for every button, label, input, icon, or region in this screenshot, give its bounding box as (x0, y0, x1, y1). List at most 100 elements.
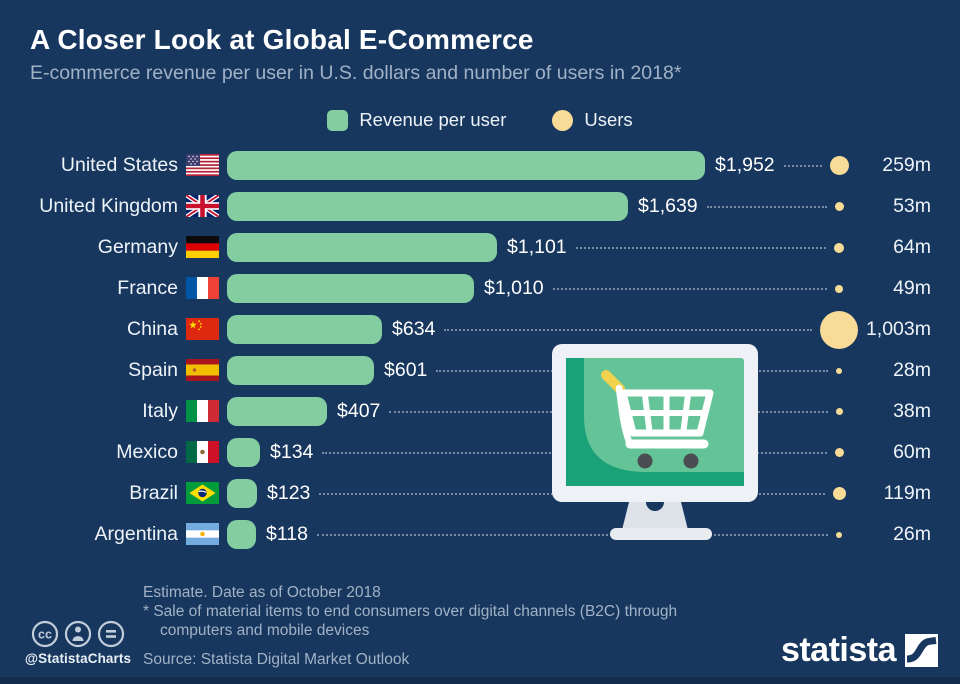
revenue-bar (227, 356, 374, 385)
revenue-value-label: $634 (392, 318, 436, 340)
source-note: Source: Statista Digital Market Outlook (143, 651, 410, 668)
footnote-line2: computers and mobile devices (160, 622, 370, 639)
users-value-label: 38m (893, 400, 931, 422)
revenue-bar (227, 233, 497, 262)
flag-gb-icon (186, 195, 219, 217)
users-value-label: 259m (882, 154, 931, 176)
leader-dots (553, 288, 827, 290)
leader-dots (317, 534, 828, 536)
country-label: France (117, 277, 178, 299)
country-label: Brazil (129, 482, 178, 504)
users-bubble (836, 367, 842, 374)
page-subtitle: E-commerce revenue per user in U.S. doll… (30, 62, 682, 84)
revenue-value-label: $123 (267, 482, 311, 504)
chart-rows: United States $1,952 259m United Kingdom $1,… (0, 145, 960, 557)
revenue-bar (227, 274, 474, 303)
chart-row: Germany $1,101 64m (0, 227, 960, 268)
users-bubble (820, 310, 858, 349)
country-label: Italy (142, 400, 178, 422)
chart-row: United States $1,952 259m (0, 145, 960, 186)
footnote-line1: * Sale of material items to end consumer… (143, 603, 678, 620)
users-value-label: 53m (893, 195, 931, 217)
chart-row: France $1,010 49m (0, 268, 960, 309)
revenue-bar (227, 151, 705, 180)
revenue-value-label: $1,010 (484, 277, 544, 299)
ecommerce-monitor-illustration (550, 342, 760, 542)
country-label: Spain (128, 359, 178, 381)
users-bubble (829, 156, 849, 175)
revenue-bar (227, 520, 256, 549)
country-label: United States (60, 154, 178, 176)
revenue-bar (227, 397, 327, 426)
revenue-value-label: $1,101 (507, 236, 567, 258)
users-bubble (834, 448, 844, 457)
statista-wordmark: statista (780, 631, 897, 669)
revenue-value-label: $1,639 (638, 195, 698, 217)
users-bubble (832, 487, 846, 500)
revenue-value-label: $134 (270, 441, 314, 463)
chart-row: Italy $407 38m (0, 391, 960, 432)
legend-revenue-swatch (327, 109, 349, 131)
statista-logo-mark-icon (905, 634, 938, 667)
attribution-icon (64, 620, 92, 648)
bottom-strip (0, 677, 960, 684)
revenue-bar (227, 315, 382, 344)
flag-de-icon (186, 236, 219, 258)
legend: Revenue per user Users (0, 109, 960, 131)
country-label: Argentina (94, 523, 178, 545)
flag-us-icon (186, 154, 219, 176)
users-value-label: 60m (893, 441, 931, 463)
svg-text:cc: cc (38, 628, 52, 642)
revenue-bar (227, 192, 628, 221)
country-label: China (127, 318, 178, 340)
users-bubble (836, 531, 842, 538)
footnotes: Estimate. Date as of October 2018 * Sale… (143, 583, 677, 640)
revenue-value-label: $601 (384, 359, 428, 381)
leader-dots (444, 329, 812, 331)
flag-es-icon (186, 359, 219, 381)
chart-row: Spain $601 28m (0, 350, 960, 391)
monitor-icon (552, 344, 758, 540)
users-value-label: 1,003m (865, 318, 931, 340)
page-title: A Closer Look at Global E-Commerce (30, 24, 534, 55)
users-bubble (835, 408, 843, 415)
license-block: cc @StatistaCharts (22, 620, 134, 666)
country-label: Germany (97, 236, 178, 258)
revenue-value-label: $118 (266, 523, 308, 545)
revenue-bar (227, 479, 257, 508)
users-bubble (835, 284, 843, 293)
chart-row: Brazil $123 119m (0, 473, 960, 514)
users-value-label: 119m (883, 482, 931, 504)
flag-br-icon (186, 482, 219, 504)
estimate-note: Estimate. Date as of October 2018 (143, 584, 381, 601)
legend-users-label: Users (584, 109, 633, 130)
equals-icon (97, 620, 125, 648)
leader-dots (576, 247, 826, 249)
revenue-value-label: $1,952 (715, 154, 775, 176)
revenue-value-label: $407 (337, 400, 381, 422)
license-icons: cc (22, 620, 134, 648)
statista-logo: statista (781, 631, 938, 670)
chart-row: Argentina $118 26m (0, 514, 960, 555)
users-value-label: 26m (893, 523, 931, 545)
chart-row: China $634 1,003m (0, 309, 960, 350)
statista-charts-handle: @StatistaCharts (24, 651, 132, 666)
users-value-label: 64m (893, 236, 931, 258)
legend-revenue-label: Revenue per user (359, 109, 507, 130)
legend-users-swatch (552, 109, 574, 131)
leader-dots (707, 206, 827, 208)
users-bubble (834, 202, 844, 211)
country-label: Mexico (116, 441, 178, 463)
users-value-label: 28m (893, 359, 931, 381)
users-bubble (834, 242, 844, 253)
flag-ar-icon (186, 523, 219, 545)
users-value-label: 49m (893, 277, 931, 299)
flag-fr-icon (186, 277, 219, 299)
chart-row: United Kingdom $1,639 53m (0, 186, 960, 227)
revenue-bar (227, 438, 260, 467)
monitor-stand-neck (622, 502, 688, 530)
chart-row: Mexico $134 60m (0, 432, 960, 473)
country-label: United Kingdom (39, 195, 178, 217)
shopping-cart-icon (601, 370, 714, 469)
